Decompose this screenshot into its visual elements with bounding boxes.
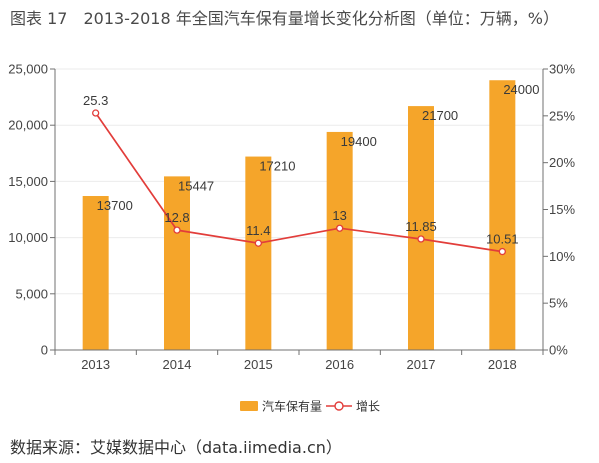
legend-line-marker bbox=[334, 401, 344, 411]
y-right-tick-label: 10% bbox=[549, 249, 575, 264]
line-label-2016: 13 bbox=[332, 208, 346, 223]
y-right-tick-label: 15% bbox=[549, 202, 575, 217]
x-tick-label-2016: 2016 bbox=[325, 357, 354, 372]
line-point-2018 bbox=[498, 247, 506, 256]
y-left-tick-label: 5,000 bbox=[15, 286, 48, 301]
x-tick-label-2013: 2013 bbox=[81, 357, 110, 372]
bar-label-2017: 21700 bbox=[422, 108, 458, 123]
bar-label-2016: 19400 bbox=[341, 134, 377, 149]
bar-series-vehicle-stock bbox=[82, 80, 516, 351]
legend-bar-swatch bbox=[240, 401, 258, 411]
line-point-2017 bbox=[417, 235, 425, 243]
legend: 汽车保有量 增长 bbox=[240, 399, 380, 414]
line-label-2017: 11.85 bbox=[405, 219, 437, 234]
x-tick-label-2015: 2015 bbox=[244, 357, 273, 372]
y-right-tick-label: 0% bbox=[549, 343, 568, 358]
line-point-2015 bbox=[254, 239, 262, 247]
bar-label-2018: 24000 bbox=[503, 82, 539, 97]
legend-item-vehicle-stock: 汽车保有量 bbox=[240, 399, 322, 414]
bar-label-2015: 17210 bbox=[259, 159, 295, 174]
line-label-2014: 12.8 bbox=[164, 210, 189, 225]
y-left-tick-label: 20,000 bbox=[8, 118, 48, 133]
line-point-2013 bbox=[92, 109, 100, 117]
data-source-note: 数据来源：艾媒数据中心（data.iimedia.cn） bbox=[10, 438, 342, 457]
gridlines bbox=[55, 68, 543, 295]
bar-2014 bbox=[164, 176, 190, 350]
bar-label-2014: 15447 bbox=[178, 178, 214, 193]
data-labels: 13700 15447 17210 19400 21700 24000 25.3 12.8 11… bbox=[83, 82, 539, 246]
x-tick-label-2018: 2018 bbox=[488, 357, 517, 372]
x-tick-label-2014: 2014 bbox=[163, 357, 192, 372]
y-left-tick-label: 10,000 bbox=[8, 230, 48, 245]
bar-2017 bbox=[408, 106, 434, 350]
bar-2016 bbox=[326, 131, 353, 350]
y-right-tick-label: 20% bbox=[549, 155, 575, 170]
line-point-2016 bbox=[336, 224, 344, 232]
line-point-2014 bbox=[173, 226, 181, 234]
legend-item-growth: 增长 bbox=[326, 400, 380, 414]
chart-title: 图表 17 2013-2018 年全国汽车保有量增长变化分析图（单位：万辆，%） bbox=[10, 5, 559, 29]
bar-label-2013: 13700 bbox=[97, 198, 133, 213]
y-right-tick-label: 25% bbox=[549, 108, 575, 123]
y-left-tick-label: 15,000 bbox=[8, 174, 48, 189]
y-left-tick-label: 0 bbox=[41, 343, 48, 358]
legend-line-label: 增长 bbox=[356, 400, 380, 414]
bar-2013 bbox=[82, 196, 109, 350]
legend-bar-label: 汽车保有量 bbox=[262, 399, 322, 414]
line-label-2013: 25.3 bbox=[83, 93, 108, 108]
line-label-2015: 11.4 bbox=[246, 223, 270, 238]
bar-2018 bbox=[489, 80, 516, 351]
line-label-2018: 10.51 bbox=[486, 232, 519, 247]
growth-line bbox=[95, 112, 503, 253]
chart-title-text: 2013-2018 年全国汽车保有量增长变化分析图（单位：万辆，%） bbox=[83, 9, 559, 28]
x-tick-label-2017: 2017 bbox=[407, 357, 436, 372]
figure-number: 图表 17 bbox=[10, 9, 68, 28]
y-left-tick-label: 25,000 bbox=[8, 62, 48, 77]
bar-2015 bbox=[245, 156, 272, 350]
axes: 0 5,000 10,000 15,000 20,000 25,000 0% 5% 10% 15%… bbox=[8, 62, 575, 373]
y-right-tick-label: 5% bbox=[549, 296, 568, 311]
line-series-growth bbox=[92, 109, 506, 256]
y-right-tick-label: 30% bbox=[549, 62, 575, 77]
